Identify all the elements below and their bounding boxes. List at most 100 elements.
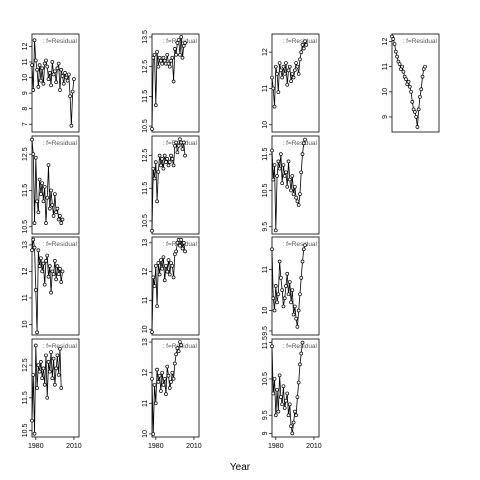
data-point <box>294 316 298 321</box>
data-point <box>167 160 172 164</box>
panel-frame <box>391 33 440 133</box>
data-point <box>151 432 156 436</box>
data-point <box>293 184 297 189</box>
data-point <box>45 64 50 69</box>
data-point <box>287 64 292 69</box>
data-point <box>41 366 46 371</box>
data-point <box>273 284 278 288</box>
data-point <box>270 75 274 80</box>
panel: : f=Residual 10 11 12 <box>262 33 320 133</box>
data-point <box>31 88 36 92</box>
data-point <box>289 300 293 305</box>
data-point <box>282 406 287 410</box>
data-point <box>174 249 178 254</box>
data-point <box>174 52 178 57</box>
strip-label: : f=Residual <box>42 140 77 147</box>
y-tick-label: 10 <box>382 88 389 96</box>
panel: : f=Residual 10.5 11.5 12.5 <box>22 135 80 235</box>
y-tick-label: 9 <box>382 115 389 119</box>
data-point <box>153 103 158 108</box>
data-point <box>280 75 285 80</box>
data-point <box>162 58 167 63</box>
data-point <box>39 78 43 83</box>
data-point <box>289 79 293 84</box>
y-tick-label: 12 <box>262 48 269 56</box>
data-point <box>53 192 57 196</box>
panel: : f=Residual 9.5 10 11 <box>262 236 320 336</box>
data-point <box>41 261 46 266</box>
data-point <box>171 376 176 381</box>
data-point <box>39 192 43 196</box>
data-point <box>300 340 305 345</box>
data-point <box>165 157 170 161</box>
data-point <box>47 71 52 75</box>
data-point <box>51 72 56 77</box>
data-point <box>183 41 187 45</box>
data-point <box>170 157 175 161</box>
data-point <box>400 64 405 69</box>
data-point <box>179 35 184 39</box>
y-tick-label: 10.5 <box>22 220 29 234</box>
data-point <box>423 64 427 69</box>
data-point <box>54 80 58 85</box>
data-point <box>30 137 34 142</box>
data-point <box>391 37 396 41</box>
y-tick-label: 10 <box>22 74 29 82</box>
data-point <box>167 272 172 277</box>
x-axis-label: Year <box>230 462 251 473</box>
data-point <box>301 46 306 51</box>
x-tick-label: 1980 <box>148 443 164 450</box>
data-point <box>286 159 291 164</box>
data-point <box>290 72 295 76</box>
y-tick-label: 12 <box>22 267 29 275</box>
data-point <box>167 386 172 390</box>
data-point <box>183 153 187 158</box>
y-tick-label: 11.5 <box>262 147 269 160</box>
data-point <box>53 69 57 74</box>
data-point <box>170 55 175 60</box>
data-point <box>39 360 43 364</box>
data-point <box>300 43 305 47</box>
data-point <box>33 288 38 292</box>
panel: : f=Residual 9 9.5 10.5 11.5 1980 2010 <box>262 336 322 450</box>
data-point <box>295 199 300 204</box>
data-point <box>171 275 176 280</box>
data-point <box>289 424 293 428</box>
data-point <box>70 89 75 94</box>
data-point <box>293 304 297 309</box>
data-point <box>50 376 55 381</box>
data-point <box>58 346 62 351</box>
panel: : f=Residual 7 8 9 10 11 12 <box>22 33 80 133</box>
panel: : f=Residual 10.5 11.5 12.5 13.5 <box>142 30 200 133</box>
series-line <box>271 39 307 107</box>
data-point <box>174 352 178 357</box>
panel-frame <box>151 135 200 235</box>
data-point <box>42 61 47 66</box>
data-point <box>271 177 276 182</box>
data-point <box>157 373 162 378</box>
data-point <box>165 364 170 369</box>
data-point <box>46 274 51 279</box>
data-point <box>181 240 186 245</box>
y-tick-label: 13 <box>22 241 29 249</box>
data-point <box>150 376 154 381</box>
data-point <box>295 395 300 399</box>
data-point <box>51 356 56 361</box>
data-point <box>164 263 168 268</box>
data-point <box>50 60 55 64</box>
data-point <box>291 75 296 80</box>
data-point <box>152 383 157 387</box>
data-point <box>300 152 305 156</box>
data-point <box>281 64 286 69</box>
data-point <box>35 330 39 335</box>
data-point <box>160 370 165 375</box>
y-tick-label: 11 <box>262 266 269 273</box>
data-point <box>150 330 154 334</box>
data-point <box>56 373 61 377</box>
y-tick-label: 9 <box>262 431 269 435</box>
data-point <box>32 431 37 436</box>
data-point <box>410 99 415 104</box>
strip-label: : f=Residual <box>282 140 317 147</box>
